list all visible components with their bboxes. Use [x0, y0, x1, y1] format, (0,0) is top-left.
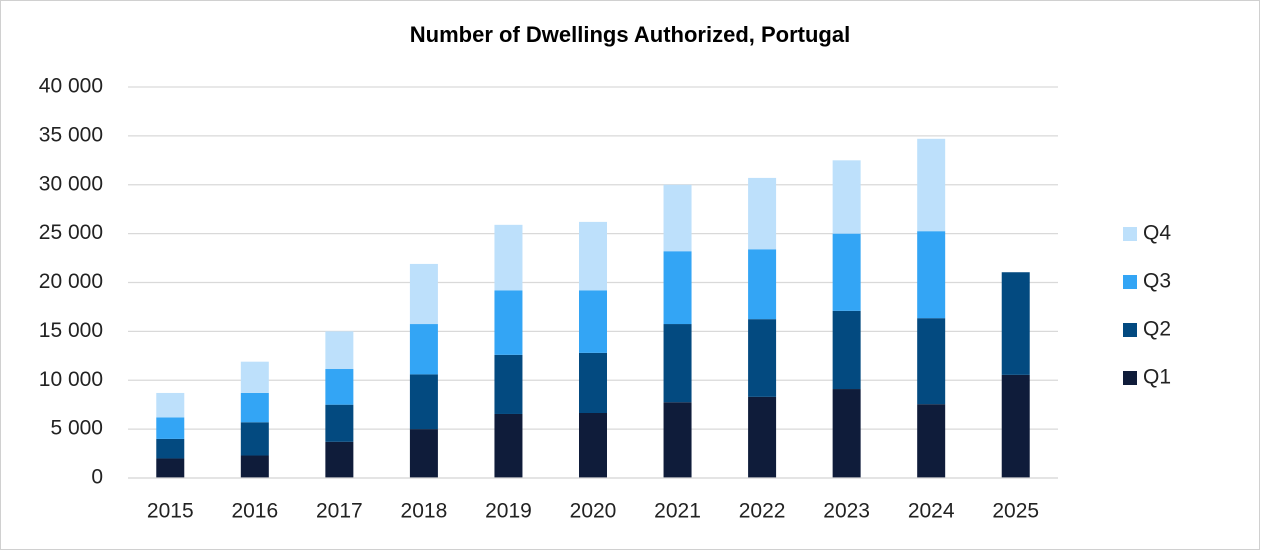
legend-swatch: [1123, 323, 1137, 337]
bar-segment: [917, 318, 946, 405]
bar-segment: [579, 221, 607, 291]
bar-segment: [494, 413, 523, 478]
bar-segment: [494, 354, 523, 414]
bar-segment: [325, 441, 354, 478]
bar-segment: [494, 224, 523, 291]
y-tick-label: 35 000: [39, 123, 103, 146]
legend-label: Q3: [1143, 270, 1171, 293]
x-tick-label: 2021: [654, 500, 701, 523]
x-tick-label: 2024: [908, 500, 955, 523]
x-tick-label: 2020: [570, 500, 617, 523]
y-tick-label: 20 000: [39, 270, 103, 293]
bar-segment: [325, 369, 354, 405]
bar-segment: [832, 389, 861, 478]
bar-segment: [240, 422, 269, 456]
bar-segment: [748, 177, 777, 250]
legend-swatch: [1123, 371, 1137, 385]
bar-segment: [579, 290, 607, 353]
y-tick-label: 40 000: [39, 75, 103, 98]
y-tick-label: 0: [91, 466, 103, 489]
x-tick-label: 2019: [485, 500, 532, 523]
bar-segment: [325, 404, 354, 442]
bar-segment: [663, 324, 692, 403]
x-tick-label: 2017: [316, 500, 363, 523]
x-tick-label: 2015: [147, 500, 194, 523]
legend-label: Q4: [1143, 222, 1171, 245]
bar-segment: [917, 231, 946, 319]
bar-segment: [663, 251, 692, 325]
bar-segment: [832, 310, 861, 390]
bar-segment: [409, 374, 438, 430]
bar-segment: [1001, 374, 1030, 478]
bar-segment: [579, 412, 607, 478]
bar-segment: [156, 458, 185, 478]
legend-swatch: [1123, 227, 1137, 241]
legend-label: Q1: [1143, 366, 1171, 389]
y-tick-label: 30 000: [39, 172, 103, 195]
bar-segment: [240, 455, 269, 478]
bar-segment: [663, 184, 692, 252]
bar-segment: [1001, 272, 1030, 375]
bar-segment: [663, 402, 692, 478]
x-tick-label: 2022: [739, 500, 786, 523]
bar-segment: [748, 396, 777, 478]
bar-segment: [325, 331, 354, 370]
x-tick-label: 2023: [823, 500, 870, 523]
y-tick-label: 25 000: [39, 221, 103, 244]
bar-segment: [409, 324, 438, 375]
bar-segment: [240, 392, 269, 423]
bar-segment: [579, 352, 607, 413]
bar-segment: [494, 290, 523, 355]
chart-title: Number of Dwellings Authorized, Portugal: [410, 22, 850, 47]
bar-segment: [156, 392, 185, 418]
bar-segment: [832, 160, 861, 234]
bar-segment: [240, 361, 269, 393]
bar-segment: [409, 263, 438, 325]
x-tick-label: 2018: [401, 500, 448, 523]
bar-segment: [156, 438, 185, 459]
y-tick-label: 5 000: [50, 417, 103, 440]
bar-segment: [917, 138, 946, 232]
legend-label: Q2: [1143, 318, 1171, 341]
legend-swatch: [1123, 275, 1137, 289]
bar-segment: [917, 404, 946, 478]
bar-segment: [156, 417, 185, 439]
y-tick-label: 15 000: [39, 319, 103, 342]
x-tick-label: 2016: [231, 500, 278, 523]
x-tick-label: 2025: [992, 500, 1039, 523]
y-tick-label: 10 000: [39, 368, 103, 391]
bar-segment: [832, 233, 861, 311]
bar-segment: [748, 319, 777, 397]
bar-segment: [409, 429, 438, 478]
bar-segment: [748, 249, 777, 320]
